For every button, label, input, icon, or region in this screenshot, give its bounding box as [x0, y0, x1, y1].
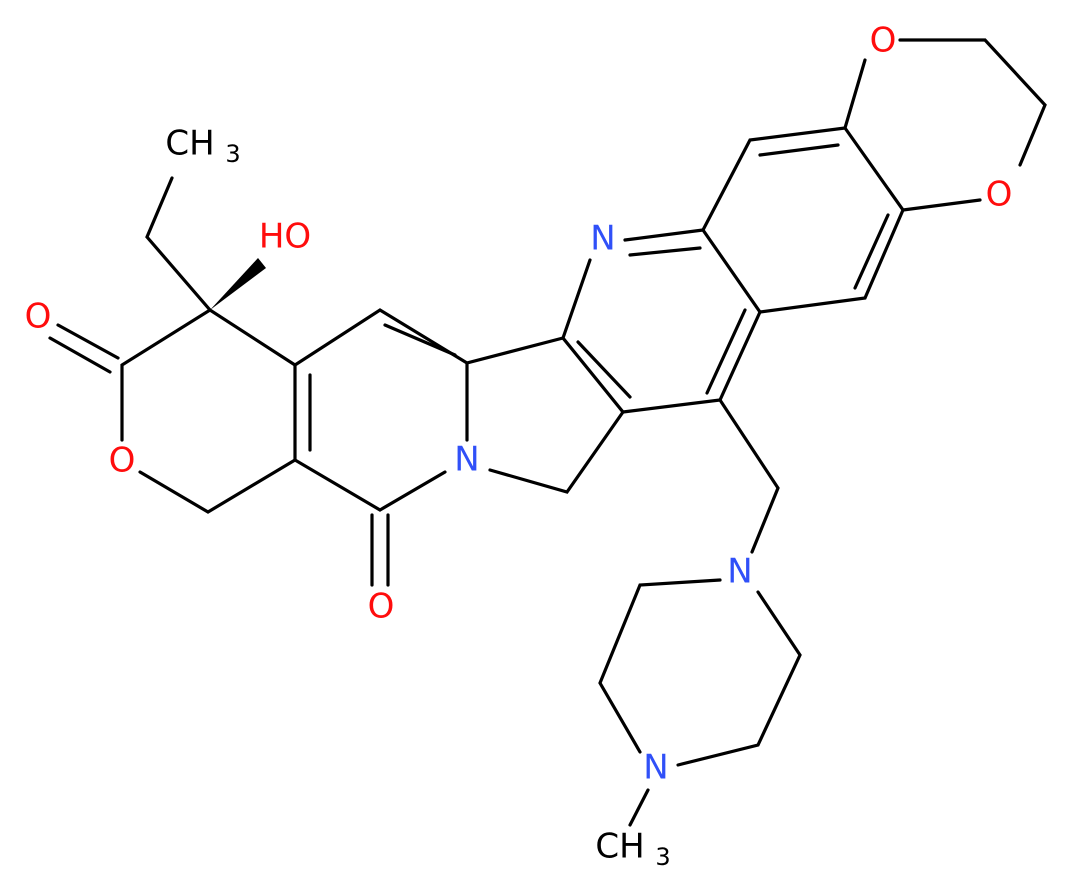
bond	[718, 398, 780, 554]
atom-label: N	[454, 440, 479, 480]
bond	[898, 38, 1047, 167]
bond	[628, 788, 650, 827]
bond	[628, 246, 702, 257]
atom-label: O	[986, 175, 1013, 215]
bond	[138, 458, 297, 514]
bond	[623, 228, 705, 242]
bond	[901, 198, 982, 212]
bond	[56, 323, 120, 360]
bond	[598, 578, 722, 754]
bond	[705, 308, 747, 395]
bond	[383, 323, 457, 357]
bonds	[48, 38, 1047, 827]
bond	[488, 410, 625, 494]
atom-label: CH	[595, 827, 644, 867]
bond	[145, 176, 212, 312]
bond	[293, 308, 469, 512]
bond	[561, 258, 762, 414]
bond	[758, 143, 840, 157]
bond	[676, 590, 802, 767]
atom-label: N	[590, 219, 615, 259]
wedge-bond	[210, 258, 266, 310]
atom-subscript: 3	[655, 843, 670, 871]
bond	[843, 58, 867, 130]
atom-subscript: 3	[225, 140, 240, 168]
atom-labels: O O N CH 3 HO O O N O N N CH 3	[25, 21, 1013, 872]
bond	[120, 308, 297, 442]
atom-label: HO	[259, 217, 311, 257]
atom-label: O	[109, 441, 136, 481]
bond	[465, 336, 565, 442]
bond	[701, 126, 905, 314]
atom-label: CH	[165, 124, 214, 164]
bond	[48, 336, 112, 374]
atom-label: N	[727, 552, 752, 592]
bond	[576, 340, 632, 399]
atom-label: N	[643, 748, 668, 788]
bond	[853, 213, 890, 290]
atom-label: O	[25, 297, 52, 337]
atom-label: O	[368, 587, 395, 627]
atom-label: O	[870, 21, 897, 61]
